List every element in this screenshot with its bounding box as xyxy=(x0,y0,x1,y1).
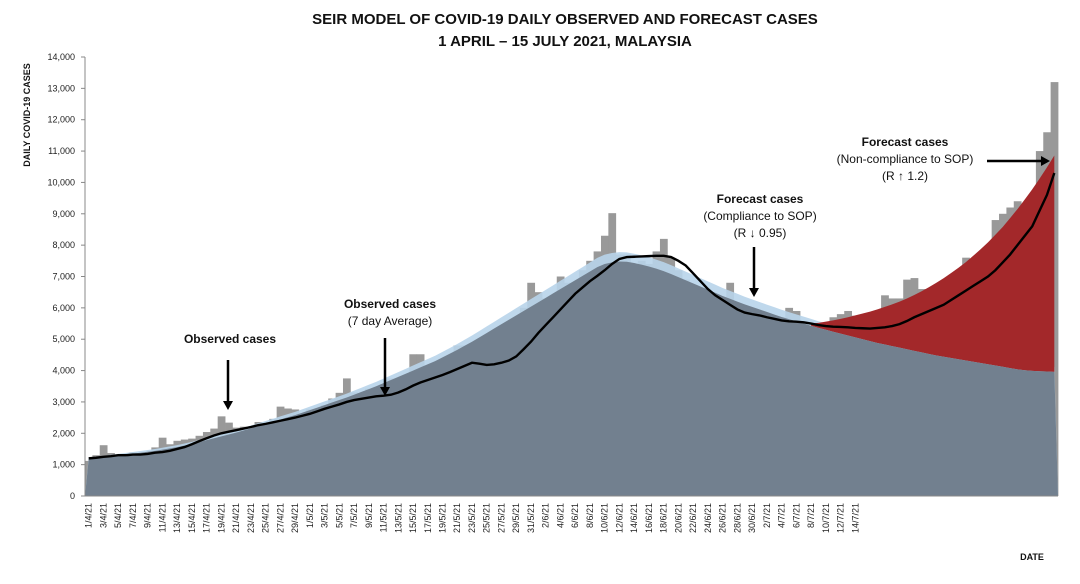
x-tick-label: 12/6/21 xyxy=(614,503,624,533)
observed-bar xyxy=(1050,82,1059,496)
annotation-text: (Compliance to SOP) xyxy=(703,209,816,223)
x-tick-label: 23/5/21 xyxy=(467,503,477,533)
x-tick-label: 13/5/21 xyxy=(393,503,403,533)
x-tick-label: 23/4/21 xyxy=(246,503,256,533)
x-tick-label: 12/7/21 xyxy=(836,503,846,533)
annotation-arrowhead xyxy=(1041,156,1050,166)
x-tick-label: 19/4/21 xyxy=(216,503,226,533)
x-tick-label: 21/5/21 xyxy=(452,503,462,533)
x-tick-label: 11/5/21 xyxy=(379,503,389,532)
annotation-arrowhead xyxy=(749,288,759,297)
x-tick-label: 27/4/21 xyxy=(275,503,285,533)
x-tick-label: 26/6/21 xyxy=(718,503,728,533)
annotation-text: (R ↑ 1.2) xyxy=(882,169,928,183)
x-tick-label: 6/6/21 xyxy=(570,503,580,528)
y-tick-label: 7,000 xyxy=(52,272,75,282)
x-tick-label: 11/4/21 xyxy=(157,503,167,532)
annotation-text: (R ↓ 0.95) xyxy=(734,226,787,240)
x-tick-label: 15/5/21 xyxy=(408,503,418,533)
x-tick-label: 21/4/21 xyxy=(231,503,241,533)
compliance-forecast-area xyxy=(85,261,1058,496)
annotation-arrowhead xyxy=(380,387,390,396)
y-tick-label: 2,000 xyxy=(52,428,75,438)
x-tick-label: 3/5/21 xyxy=(320,503,330,528)
x-tick-label: 7/4/21 xyxy=(128,503,138,528)
x-tick-label: 30/6/21 xyxy=(747,503,757,533)
x-tick-label: 5/5/21 xyxy=(334,503,344,528)
y-tick-label: 1,000 xyxy=(52,460,75,470)
average-line xyxy=(88,172,1056,460)
y-tick-label: 11,000 xyxy=(48,146,75,156)
y-tick-label: 6,000 xyxy=(52,303,75,313)
y-tick-label: 4,000 xyxy=(52,366,75,376)
x-tick-label: 24/6/21 xyxy=(703,503,713,533)
x-tick-label: 1/4/21 xyxy=(84,503,94,528)
y-tick-label: 10,000 xyxy=(47,177,75,187)
annotation-text: Forecast cases xyxy=(717,192,804,206)
y-tick-label: 8,000 xyxy=(52,240,75,250)
y-tick-label: 0 xyxy=(70,491,75,501)
y-tick-label: 13,000 xyxy=(47,83,75,93)
y-tick-label: 9,000 xyxy=(52,209,75,219)
x-tick-label: 18/6/21 xyxy=(659,503,669,533)
x-tick-label: 2/6/21 xyxy=(541,503,551,528)
chart-title: SEIR MODEL OF COVID-19 DAILY OBSERVED AN… xyxy=(312,11,818,28)
x-tick-label: 20/6/21 xyxy=(673,503,683,533)
y-tick-label: 14,000 xyxy=(47,52,75,62)
chart-subtitle: 1 APRIL – 15 JULY 2021, MALAYSIA xyxy=(438,33,692,50)
x-tick-label: 15/4/21 xyxy=(187,503,197,533)
x-tick-label: 17/5/21 xyxy=(423,503,433,533)
annotation-text: Observed cases xyxy=(184,332,276,346)
x-tick-label: 6/7/21 xyxy=(791,503,801,528)
x-tick-label: 22/6/21 xyxy=(688,503,698,533)
x-tick-label: 8/6/21 xyxy=(585,503,595,528)
x-tick-label: 27/5/21 xyxy=(496,503,506,533)
x-tick-label: 29/4/21 xyxy=(290,503,300,533)
x-tick-label: 29/5/21 xyxy=(511,503,521,533)
y-tick-label: 12,000 xyxy=(47,115,75,125)
x-tick-label: 1/5/21 xyxy=(305,503,315,528)
x-tick-label: 13/4/21 xyxy=(172,503,182,533)
x-tick-label: 4/7/21 xyxy=(777,503,787,528)
x-tick-label: 14/6/21 xyxy=(629,503,639,533)
annotation-arrowhead xyxy=(223,401,233,410)
annotation-text: (Non-compliance to SOP) xyxy=(837,152,974,166)
x-tick-label: 10/6/21 xyxy=(600,503,610,533)
annotation-text: Observed cases xyxy=(344,297,436,311)
x-tick-label: 17/4/21 xyxy=(202,503,212,533)
x-axis-label: DATE xyxy=(1020,552,1044,562)
x-tick-label: 5/4/21 xyxy=(113,503,123,528)
plot-area: 0 1,000 2,000 3,000 4,000 5,000 6,000 7,000 8,00… xyxy=(47,52,1059,533)
x-tick-label: 3/4/21 xyxy=(98,503,108,528)
annotation-text: Forecast cases xyxy=(862,135,949,149)
x-tick-label: 7/5/21 xyxy=(349,503,359,528)
x-tick-label: 16/6/21 xyxy=(644,503,654,533)
x-tick-label: 25/4/21 xyxy=(261,503,271,533)
x-tick-label: 28/6/21 xyxy=(732,503,742,533)
x-tick-label: 31/5/21 xyxy=(526,503,536,533)
x-tick-label: 2/7/21 xyxy=(762,503,772,528)
noncompliance-forecast-area xyxy=(811,155,1055,372)
y-axis-label: DAILY COVID-19 CASES xyxy=(22,63,32,167)
x-tick-label: 10/7/21 xyxy=(821,503,831,533)
x-tick-label: 9/5/21 xyxy=(364,503,374,528)
x-tick-label: 8/7/21 xyxy=(806,503,816,528)
y-tick-label: 3,000 xyxy=(52,397,75,407)
x-tick-label: 4/6/21 xyxy=(555,503,565,528)
y-tick-label: 5,000 xyxy=(52,334,75,344)
x-tick-label: 25/5/21 xyxy=(482,503,492,533)
x-tick-label: 19/5/21 xyxy=(438,503,448,533)
x-tick-label: 14/7/21 xyxy=(850,503,860,533)
annotation-text: (7 day Average) xyxy=(348,314,433,328)
x-tick-label: 9/4/21 xyxy=(143,503,153,528)
